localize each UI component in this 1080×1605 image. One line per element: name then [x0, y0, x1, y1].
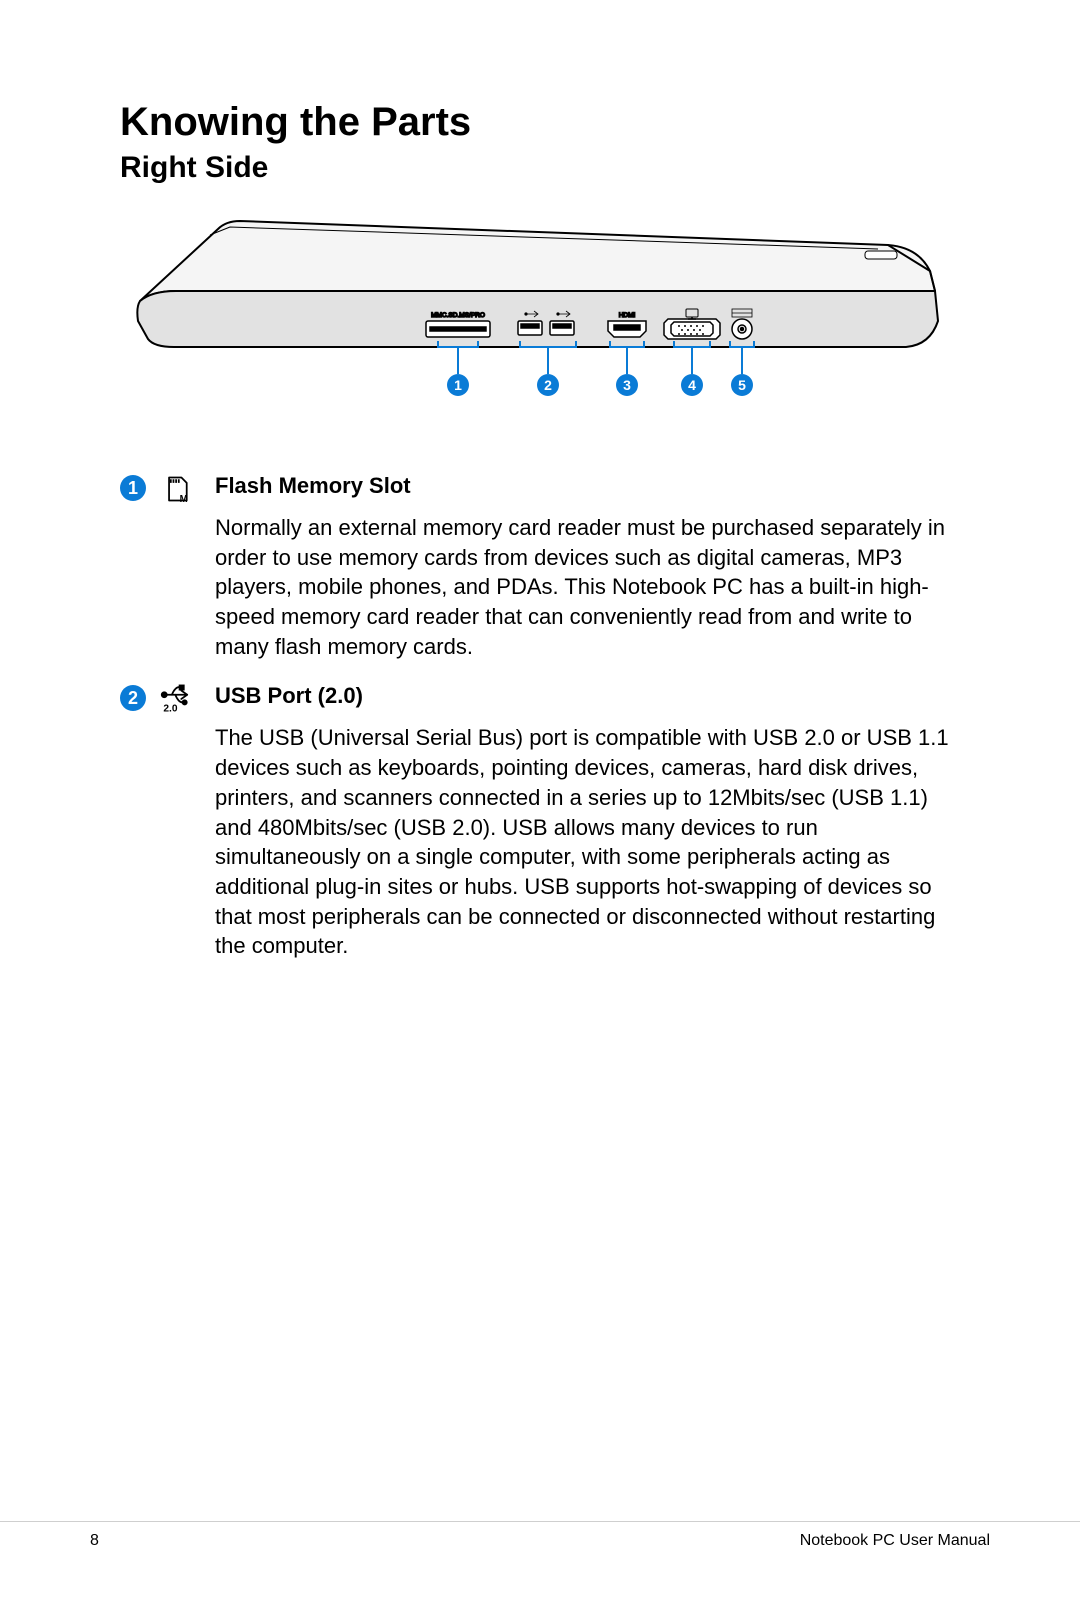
entry-title: USB Port (2.0)	[215, 683, 960, 709]
port-label-slot: MMC.SD.MS/PRO	[431, 312, 485, 319]
page-number: 8	[90, 1532, 99, 1550]
callout-group: 1 2 3 4 5	[438, 341, 754, 396]
entry-left: 1 M	[120, 473, 215, 661]
callout-badge-1: 1	[120, 475, 146, 501]
svg-text:3: 3	[623, 377, 631, 393]
entry-body: USB Port (2.0) The USB (Universal Serial…	[215, 683, 960, 961]
laptop-right-side-diagram: MMC.SD.MS/PRO	[130, 213, 950, 433]
usb-20-icon: 2.0	[160, 685, 194, 713]
entry-text: The USB (Universal Serial Bus) port is c…	[215, 723, 960, 961]
page-title: Knowing the Parts	[120, 100, 960, 145]
entry-body: Flash Memory Slot Normally an external m…	[215, 473, 960, 661]
page-footer: 8 Notebook PC User Manual	[0, 1521, 1080, 1550]
entry-text: Normally an external memory card reader …	[215, 513, 960, 661]
svg-text:1: 1	[454, 377, 462, 393]
entry-left: 2 2.0	[120, 683, 215, 961]
svg-text:M: M	[180, 494, 188, 504]
callout-badge-2: 2	[120, 685, 146, 711]
part-entry: 2 2.0 USB Port (2.0) Th	[120, 683, 960, 961]
svg-text:2: 2	[544, 377, 552, 393]
memory-card-icon: M	[160, 475, 194, 503]
svg-text:4: 4	[688, 377, 696, 393]
manual-page: Knowing the Parts Right Side	[0, 0, 1080, 1605]
page-subtitle: Right Side	[120, 151, 960, 185]
footer-manual-name: Notebook PC User Manual	[800, 1532, 990, 1550]
entry-title: Flash Memory Slot	[215, 473, 960, 499]
part-entry: 1 M Flash Memory Slot Normally an extern…	[120, 473, 960, 661]
diagram-svg: MMC.SD.MS/PRO	[130, 213, 950, 433]
svg-text:5: 5	[738, 377, 746, 393]
svg-text:2.0: 2.0	[163, 704, 177, 714]
port-label-hdmi: HDMI	[619, 312, 636, 319]
